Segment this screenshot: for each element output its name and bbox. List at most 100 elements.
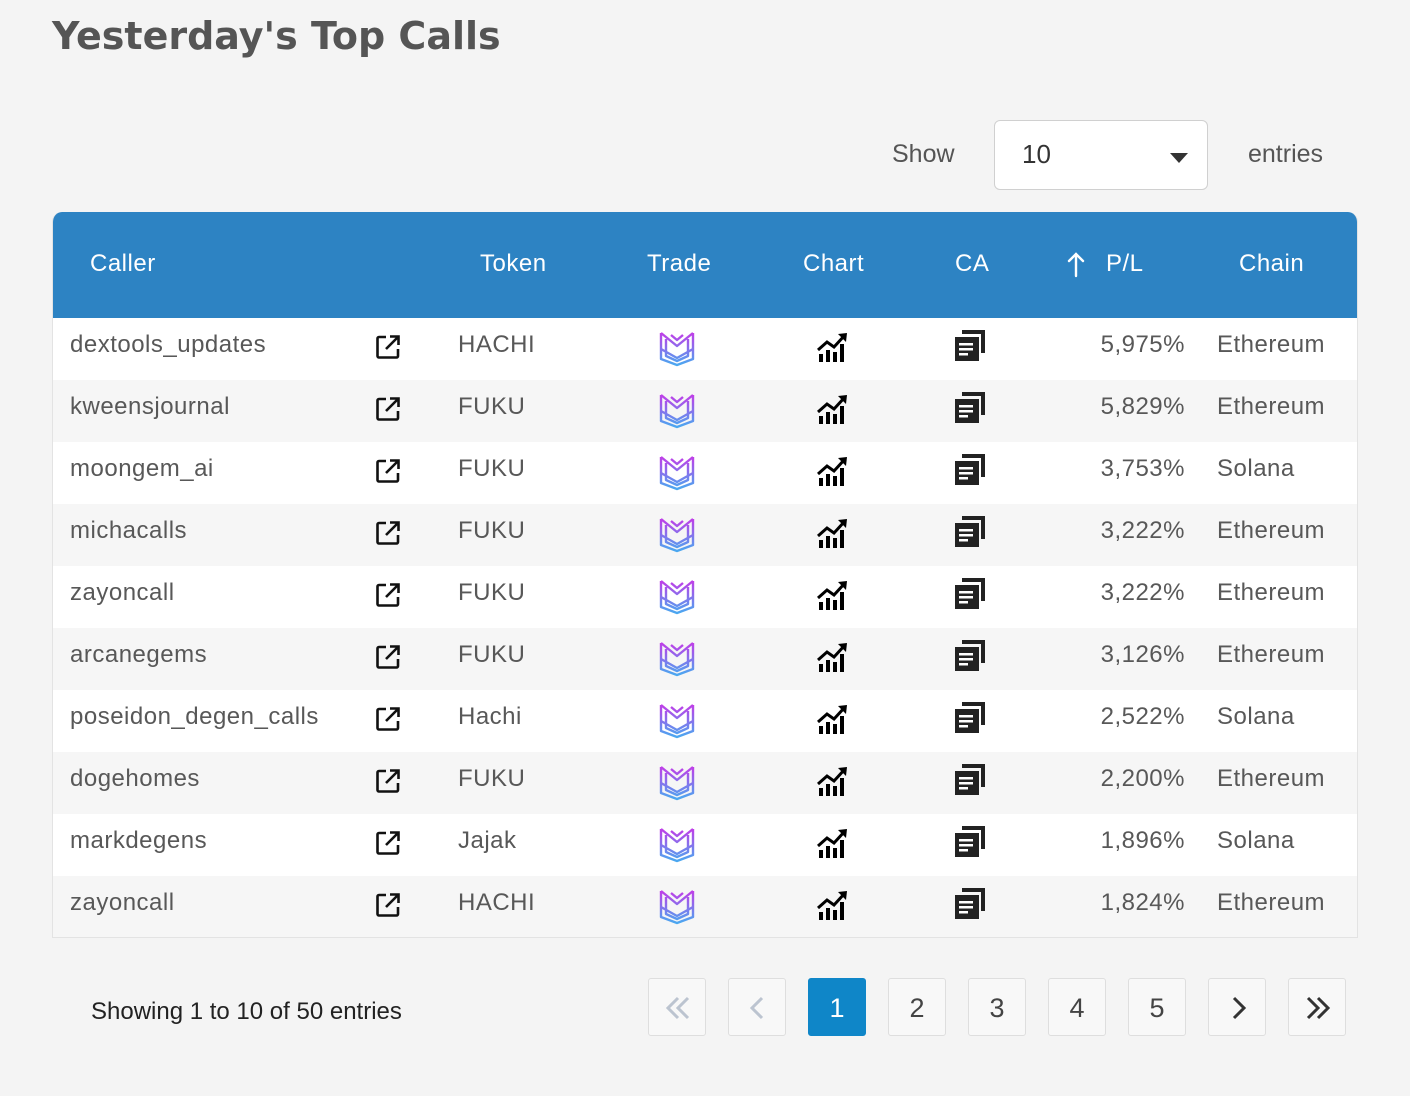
external-link-icon[interactable] bbox=[375, 644, 401, 670]
arrow-up-icon[interactable] bbox=[1066, 252, 1086, 278]
next-page-button[interactable] bbox=[1208, 978, 1266, 1036]
page-1-button[interactable]: 1 bbox=[808, 978, 866, 1036]
page-4-button[interactable]: 4 bbox=[1048, 978, 1106, 1036]
external-link-icon[interactable] bbox=[375, 396, 401, 422]
external-link-icon[interactable] bbox=[375, 582, 401, 608]
caller-name: markdegens bbox=[70, 827, 208, 854]
chain-name: Ethereum bbox=[1217, 889, 1326, 916]
page-title: Yesterday's Top Calls bbox=[52, 14, 501, 58]
first-page-button[interactable] bbox=[648, 978, 706, 1036]
caller-name: moongem_ai bbox=[70, 455, 214, 482]
external-link-icon[interactable] bbox=[375, 520, 401, 546]
column-header-caller[interactable]: Caller bbox=[90, 250, 156, 277]
profit-loss-value: 2,522% bbox=[1100, 703, 1185, 730]
table-info: Showing 1 to 10 of 50 entries bbox=[91, 998, 402, 1025]
page-5-button[interactable]: 5 bbox=[1128, 978, 1186, 1036]
bar-chart-icon[interactable] bbox=[816, 578, 850, 612]
external-link-icon[interactable] bbox=[375, 706, 401, 732]
column-header-pl[interactable]: P/L bbox=[1106, 250, 1144, 277]
entries-per-page-select[interactable]: 10 bbox=[994, 120, 1208, 190]
trade-logo-icon[interactable] bbox=[657, 825, 697, 863]
entries-length-control: Show 10 entries bbox=[0, 120, 1410, 192]
bar-chart-icon[interactable] bbox=[816, 516, 850, 550]
double-chevron-left-icon bbox=[665, 996, 690, 1020]
trade-logo-icon[interactable] bbox=[657, 453, 697, 491]
copy-document-icon[interactable] bbox=[953, 762, 987, 796]
token-name: FUKU bbox=[458, 765, 526, 792]
chain-name: Solana bbox=[1217, 703, 1295, 730]
column-header-token[interactable]: Token bbox=[480, 250, 547, 277]
trade-logo-icon[interactable] bbox=[657, 763, 697, 801]
bar-chart-icon[interactable] bbox=[816, 392, 850, 426]
copy-document-icon[interactable] bbox=[953, 452, 987, 486]
profit-loss-value: 2,200% bbox=[1100, 765, 1185, 792]
trade-logo-icon[interactable] bbox=[657, 701, 697, 739]
external-link-icon[interactable] bbox=[375, 768, 401, 794]
token-name: HACHI bbox=[458, 331, 536, 358]
table-header: Caller Token Trade Chart CA P/L Chain bbox=[53, 212, 1357, 318]
previous-page-button[interactable] bbox=[728, 978, 786, 1036]
trade-logo-icon[interactable] bbox=[657, 577, 697, 615]
copy-document-icon[interactable] bbox=[953, 514, 987, 548]
copy-document-icon[interactable] bbox=[953, 824, 987, 858]
column-header-trade[interactable]: Trade bbox=[647, 250, 712, 277]
external-link-icon[interactable] bbox=[375, 892, 401, 918]
entries-select-value: 10 bbox=[1022, 139, 1051, 169]
column-header-chart[interactable]: Chart bbox=[803, 250, 865, 277]
caller-name: kweensjournal bbox=[70, 393, 230, 420]
bar-chart-icon[interactable] bbox=[816, 826, 850, 860]
caller-name: arcanegems bbox=[70, 641, 208, 668]
table-row: kweensjournal FUKU 5,829% Ethereum bbox=[53, 380, 1357, 442]
page-3-button[interactable]: 3 bbox=[968, 978, 1026, 1036]
external-link-icon[interactable] bbox=[375, 458, 401, 484]
bar-chart-icon[interactable] bbox=[816, 330, 850, 364]
caller-name: zayoncall bbox=[70, 579, 175, 606]
external-link-icon[interactable] bbox=[375, 334, 401, 360]
external-link-icon[interactable] bbox=[375, 830, 401, 856]
trade-logo-icon[interactable] bbox=[657, 329, 697, 367]
caller-name: dextools_updates bbox=[70, 331, 267, 358]
chain-name: Ethereum bbox=[1217, 579, 1326, 606]
table-row: zayoncall FUKU 3,222% Ethereum bbox=[53, 566, 1357, 628]
profit-loss-value: 1,824% bbox=[1100, 889, 1185, 916]
trade-logo-icon[interactable] bbox=[657, 391, 697, 429]
table-body: dextools_updates HACHI 5,975% Ethereum kween… bbox=[53, 318, 1357, 937]
copy-document-icon[interactable] bbox=[953, 700, 987, 734]
caret-down-icon bbox=[1170, 153, 1188, 163]
bar-chart-icon[interactable] bbox=[816, 764, 850, 798]
profit-loss-value: 3,753% bbox=[1100, 455, 1185, 482]
last-page-button[interactable] bbox=[1288, 978, 1346, 1036]
copy-document-icon[interactable] bbox=[953, 886, 987, 920]
token-name: FUKU bbox=[458, 579, 526, 606]
bar-chart-icon[interactable] bbox=[816, 640, 850, 674]
trade-logo-icon[interactable] bbox=[657, 639, 697, 677]
token-name: FUKU bbox=[458, 455, 526, 482]
chevron-left-icon bbox=[749, 996, 764, 1020]
token-name: FUKU bbox=[458, 393, 526, 420]
profit-loss-value: 3,126% bbox=[1100, 641, 1185, 668]
column-header-ca[interactable]: CA bbox=[955, 250, 990, 277]
copy-document-icon[interactable] bbox=[953, 576, 987, 610]
chain-name: Solana bbox=[1217, 455, 1295, 482]
bar-chart-icon[interactable] bbox=[816, 888, 850, 922]
copy-document-icon[interactable] bbox=[953, 390, 987, 424]
caller-name: dogehomes bbox=[70, 765, 200, 792]
column-header-chain[interactable]: Chain bbox=[1239, 250, 1305, 277]
bar-chart-icon[interactable] bbox=[816, 702, 850, 736]
page-2-button[interactable]: 2 bbox=[888, 978, 946, 1036]
token-name: Hachi bbox=[458, 703, 522, 730]
chain-name: Ethereum bbox=[1217, 641, 1326, 668]
trade-logo-icon[interactable] bbox=[657, 515, 697, 553]
token-name: Jajak bbox=[458, 827, 517, 854]
chevron-right-icon bbox=[1232, 996, 1247, 1020]
trade-logo-icon[interactable] bbox=[657, 887, 697, 925]
copy-document-icon[interactable] bbox=[953, 328, 987, 362]
copy-document-icon[interactable] bbox=[953, 638, 987, 672]
table-row: markdegens Jajak 1,896% Solana bbox=[53, 814, 1357, 876]
token-name: FUKU bbox=[458, 641, 526, 668]
profit-loss-value: 1,896% bbox=[1100, 827, 1185, 854]
double-chevron-right-icon bbox=[1306, 996, 1331, 1020]
table-row: dogehomes FUKU 2,200% Ethereum bbox=[53, 752, 1357, 814]
bar-chart-icon[interactable] bbox=[816, 454, 850, 488]
